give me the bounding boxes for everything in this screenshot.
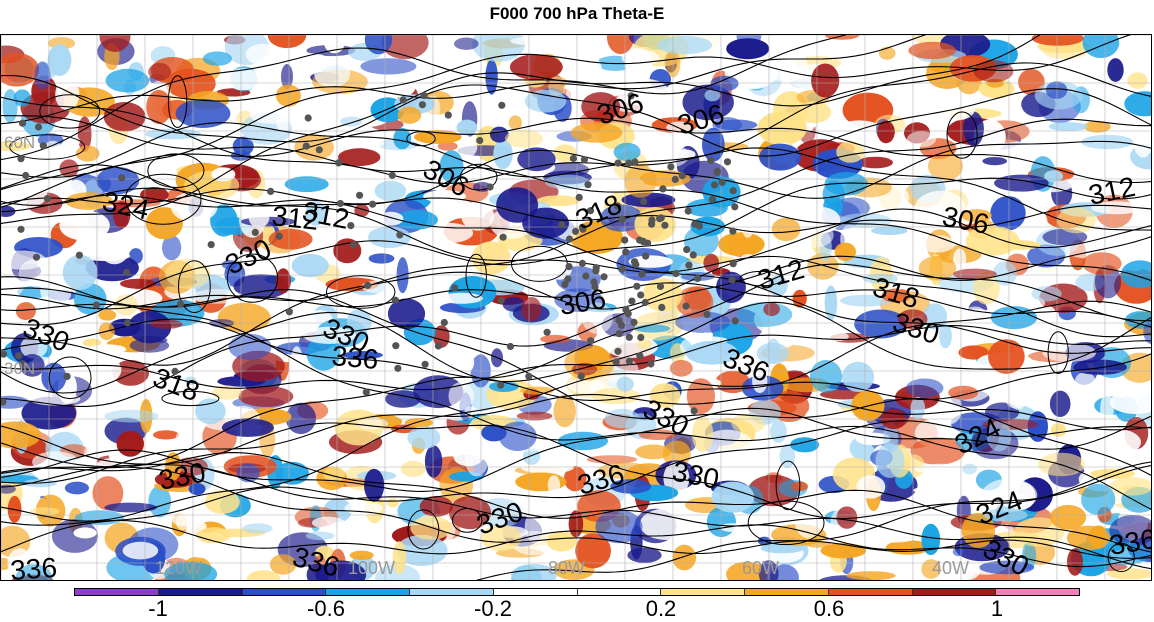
- colorbar-segment: [410, 589, 494, 595]
- colorbar-segment: [75, 589, 159, 595]
- lon-label-80w: 80W: [548, 558, 586, 578]
- colorbar-segment: [493, 589, 578, 595]
- lon-label-120w: 120W: [155, 558, 203, 578]
- station-dots: [1, 92, 739, 415]
- contour-label: 336: [330, 340, 379, 375]
- lon-label-40w: 40W: [932, 558, 970, 578]
- map-title: F000 700 hPa Theta-E: [489, 4, 665, 23]
- colorbar-segment: [661, 589, 745, 595]
- colorbar-tick: -1: [148, 596, 168, 621]
- theta-e-contours: [1, 35, 1151, 580]
- colorbar-segment: [577, 589, 662, 595]
- colorbar-segment: [745, 589, 829, 595]
- colorbar-segment: [326, 589, 410, 595]
- colorbar-tick: -0.2: [474, 596, 512, 621]
- theta-e-map: 306 306 306 312 312 324 330 330 318 306 312 330 330 3…: [0, 34, 1152, 581]
- map-grid: [1, 35, 1151, 580]
- lat-label-30n: 30N: [4, 359, 36, 378]
- colorbar-tick: 0.6: [813, 596, 845, 621]
- contour-label: 312: [270, 200, 320, 236]
- colorbar-segment: [828, 589, 913, 595]
- colorbar-tick: 0.2: [645, 596, 677, 621]
- colorbar-segment: [242, 589, 327, 595]
- colorbar-segment: [912, 589, 997, 595]
- contour-label: 336: [9, 552, 58, 581]
- colorbar-segment: [158, 589, 243, 595]
- lon-label-100w: 100W: [348, 558, 396, 578]
- lon-label-60w: 60W: [742, 558, 780, 578]
- colorbar-tick: 1: [990, 596, 1004, 621]
- colorbar: [74, 588, 1080, 596]
- contour-label: 336: [1107, 523, 1152, 561]
- contour-label: 306: [557, 283, 608, 321]
- colorbar-tick: -0.6: [307, 596, 345, 621]
- colorbar-segment: [996, 589, 1079, 595]
- lat-label-60n: 60N: [4, 133, 36, 152]
